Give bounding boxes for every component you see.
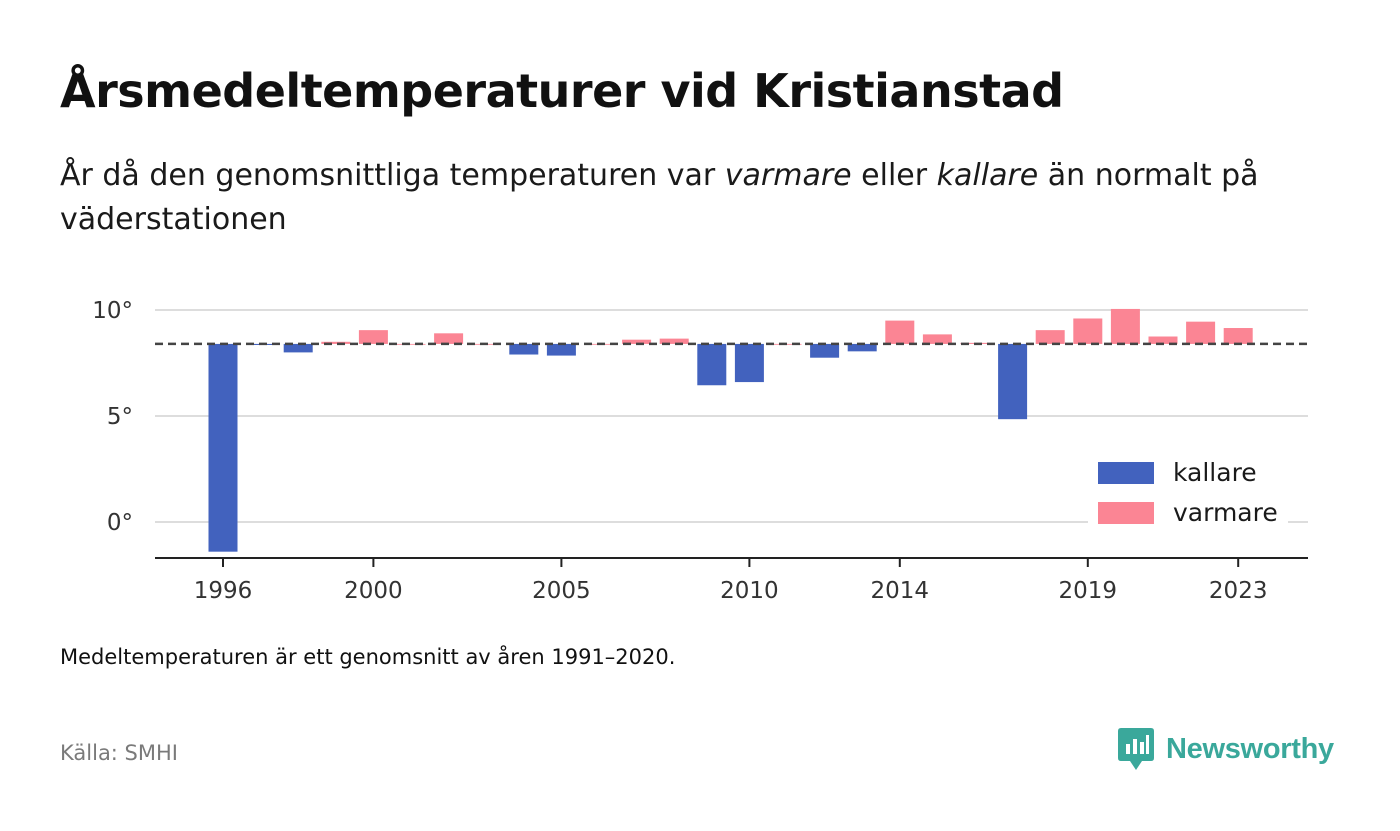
- x-axis: 1996 2000 2005 2010 2014 2019 2023: [155, 557, 1308, 604]
- chart-subtitle: År då den genomsnittliga temperaturen va…: [60, 154, 1340, 242]
- bar-layer: [208, 308, 1253, 552]
- bar: [396, 343, 426, 345]
- x-tick-label: 2010: [720, 578, 779, 604]
- bar: [922, 334, 952, 344]
- x-tick-label: 2000: [344, 578, 403, 604]
- legend-label-varmare: varmare: [1173, 498, 1278, 527]
- subtitle-part2: eller: [851, 158, 937, 193]
- x-tick-label: 2019: [1059, 578, 1118, 604]
- bar: [1223, 328, 1253, 344]
- x-tick-label: 2023: [1209, 578, 1268, 604]
- bar: [998, 343, 1028, 420]
- y-tick-label: 5°: [107, 404, 133, 430]
- subtitle-part3: än normalt på väderstationen: [60, 158, 1259, 237]
- bar: [208, 343, 238, 552]
- newsworthy-logo-icon: [1118, 728, 1154, 770]
- legend-swatch-varmare: [1098, 502, 1154, 524]
- bar: [847, 343, 877, 352]
- bar: [1110, 308, 1140, 344]
- bar: [1073, 318, 1103, 344]
- legend-label-kallare: kallare: [1173, 458, 1257, 487]
- x-tick-label: 2005: [532, 578, 591, 604]
- y-tick-label: 10°: [92, 298, 133, 324]
- bar: [1148, 336, 1178, 344]
- source-note: Källa: SMHI: [60, 741, 178, 765]
- bar: [1186, 321, 1216, 344]
- subtitle-warm-word: varmare: [724, 158, 852, 193]
- bar: [622, 339, 652, 344]
- legend: kallare varmare: [1088, 452, 1288, 528]
- subtitle-cold-word: kallare: [936, 158, 1039, 193]
- bar: [659, 338, 689, 344]
- brand-name: Newsworthy: [1166, 732, 1334, 765]
- bar: [546, 343, 576, 356]
- footnote: Medeltemperaturen är ett genomsnitt av å…: [60, 645, 676, 669]
- bar: [509, 343, 539, 355]
- chart-title: Årsmedeltemperaturer vid Kristianstad: [60, 64, 1064, 118]
- bar: [434, 333, 464, 344]
- x-tick-label: 2014: [871, 578, 930, 604]
- bar: [283, 343, 313, 353]
- legend-swatch-kallare: [1098, 462, 1154, 484]
- x-tick-label: 1996: [194, 578, 253, 604]
- bar: [358, 330, 388, 344]
- bar: [697, 343, 727, 386]
- bar: [885, 320, 915, 344]
- bar: [321, 341, 351, 344]
- bar: [810, 343, 840, 358]
- subtitle-part1: År då den genomsnittliga temperaturen va…: [60, 158, 725, 193]
- y-tick-label: 0°: [107, 510, 133, 536]
- bar: [734, 343, 764, 383]
- brand-logo: Newsworthy: [1118, 728, 1334, 770]
- bar: [1035, 330, 1065, 344]
